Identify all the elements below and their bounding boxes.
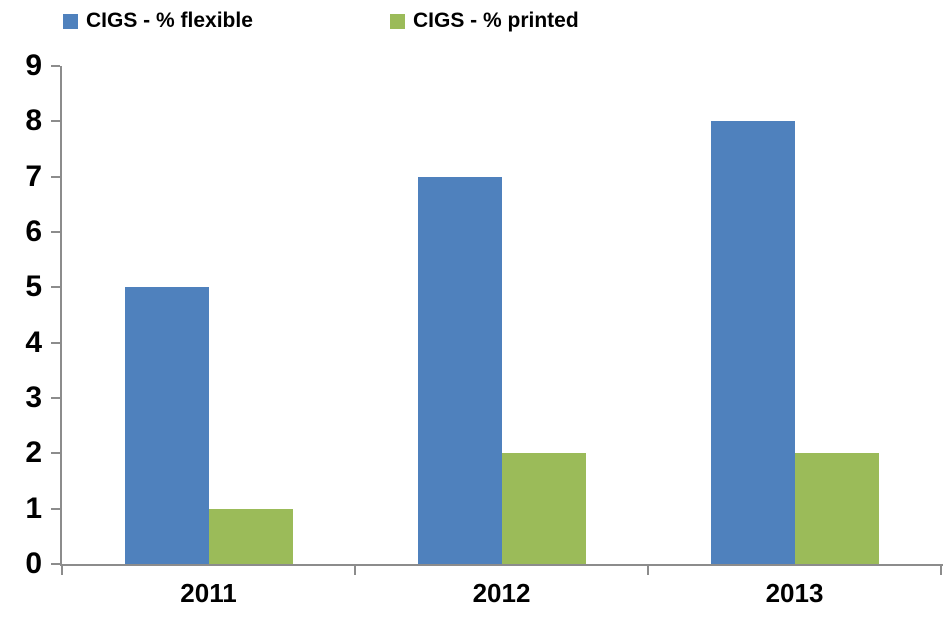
legend-swatch-printed-icon bbox=[390, 13, 405, 29]
y-tick-label: 1 bbox=[25, 491, 42, 525]
y-tick-mark bbox=[51, 397, 60, 399]
y-tick-label: 8 bbox=[25, 104, 42, 138]
y-tick-mark bbox=[51, 175, 60, 178]
y-tick-mark bbox=[51, 286, 60, 289]
bar-2011-series0 bbox=[124, 287, 209, 564]
y-tick-label: 9 bbox=[25, 49, 42, 82]
y-tick-mark bbox=[51, 120, 60, 123]
legend-item-printed: CIGS - % printed bbox=[390, 6, 579, 36]
x-axis-line bbox=[60, 564, 943, 566]
legend-label-flexible: CIGS - % flexible bbox=[86, 9, 253, 32]
y-tick-label: 4 bbox=[25, 325, 42, 359]
x-tick-mark bbox=[940, 566, 942, 575]
x-category-label: 2011 bbox=[180, 578, 237, 608]
legend-label-printed: CIGS - % printed bbox=[413, 9, 579, 32]
legend: CIGS - % flexible CIGS - % printed bbox=[0, 6, 945, 38]
y-tick-mark bbox=[51, 65, 60, 67]
x-tick-mark bbox=[647, 566, 649, 575]
y-axis-line bbox=[60, 66, 62, 566]
x-tick-mark bbox=[61, 566, 63, 575]
legend-item-flexible: CIGS - % flexible bbox=[63, 6, 253, 36]
y-tick-mark bbox=[51, 231, 60, 233]
y-tick-label: 3 bbox=[25, 381, 42, 414]
bar-2011-series1 bbox=[208, 508, 293, 564]
y-tick-label: 6 bbox=[25, 215, 42, 248]
y-tick-label: 2 bbox=[25, 436, 42, 470]
bar-2012-series1 bbox=[501, 453, 586, 564]
bar-2013-series1 bbox=[794, 453, 879, 564]
legend-swatch-flexible-icon bbox=[63, 13, 78, 29]
y-tick-mark bbox=[51, 452, 60, 455]
x-category-label: 2013 bbox=[765, 578, 824, 608]
y-tick-mark bbox=[51, 507, 60, 510]
y-tick-label: 5 bbox=[25, 270, 42, 304]
bar-2013-series0 bbox=[710, 121, 795, 564]
y-tick-mark bbox=[51, 341, 60, 344]
y-tick-label: 7 bbox=[25, 159, 42, 193]
y-tick-mark bbox=[51, 563, 60, 565]
x-tick-mark bbox=[354, 566, 356, 575]
bar-2012-series0 bbox=[417, 176, 502, 564]
x-category-label: 2012 bbox=[472, 578, 531, 608]
y-tick-label: 0 bbox=[25, 547, 42, 580]
